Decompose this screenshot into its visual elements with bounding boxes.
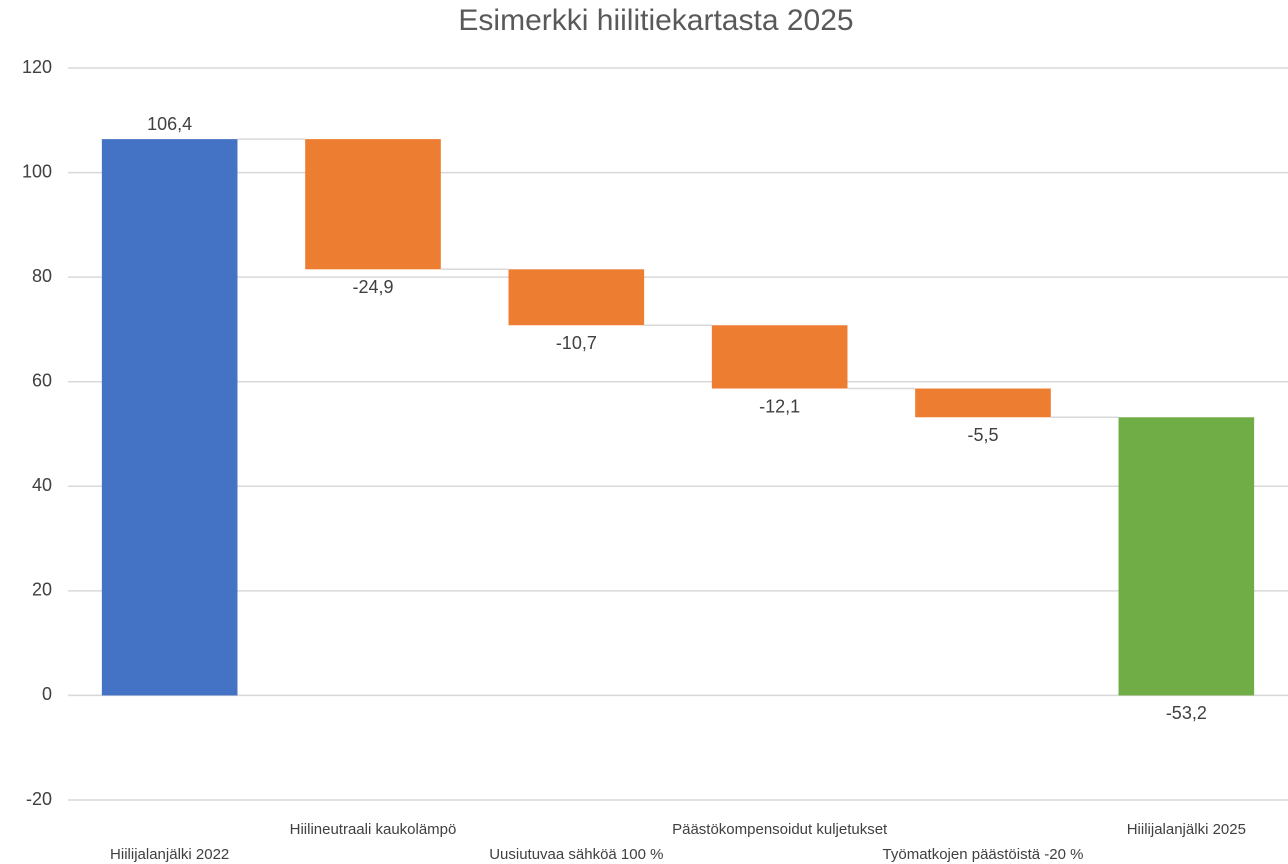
x-tick-label: Hiilijalanjälki 2025 xyxy=(1127,821,1246,838)
y-tick-label: 60 xyxy=(32,370,52,390)
y-tick-label: 100 xyxy=(22,161,52,181)
data-label: -10,7 xyxy=(556,333,597,353)
chart-title: Esimerkki hiilitiekartasta 2025 xyxy=(458,4,853,37)
x-tick-label: Hiilineutraali kaukolämpö xyxy=(290,821,457,838)
data-label: -24,9 xyxy=(352,277,393,297)
y-tick-label: 120 xyxy=(22,57,52,77)
bar xyxy=(915,388,1051,418)
y-tick-label: 0 xyxy=(42,684,52,704)
y-tick-label: 20 xyxy=(32,580,52,600)
data-label: -12,1 xyxy=(759,396,800,416)
x-tick-label: Hiilijalanjälki 2022 xyxy=(110,846,229,863)
bar xyxy=(305,139,441,270)
y-tick-label: 80 xyxy=(32,266,52,286)
bar xyxy=(508,269,645,326)
data-label: -5,5 xyxy=(967,425,998,445)
data-label: -53,2 xyxy=(1166,703,1207,723)
x-tick-label: Päästökompensoidut kuljetukset xyxy=(672,821,888,838)
bar xyxy=(711,325,848,389)
data-label: 106,4 xyxy=(147,114,192,134)
y-tick-label: 40 xyxy=(32,475,52,495)
bar xyxy=(101,139,238,696)
y-tick-label: -20 xyxy=(26,789,52,809)
bar xyxy=(1118,417,1255,696)
x-tick-label: Työmatkojen päästöistä -20 % xyxy=(883,846,1084,863)
x-tick-label: Uusiutuvaa sähköä 100 % xyxy=(489,846,663,863)
